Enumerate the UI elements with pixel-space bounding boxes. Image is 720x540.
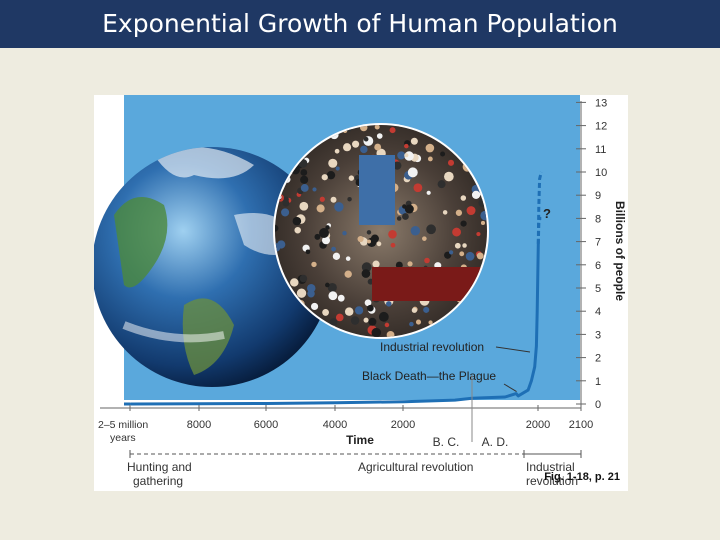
data-point — [530, 380, 533, 382]
y-tick-label: 3 — [595, 329, 601, 341]
y-tick-label: 5 — [595, 283, 601, 295]
y-tick-label: 9 — [595, 190, 601, 202]
x-axis-label: Time — [346, 433, 374, 447]
annotation-leader — [503, 383, 517, 392]
figure-panel: ? Industrial revolution Black Death—the P… — [94, 95, 628, 491]
data-point — [504, 396, 506, 398]
era-label: Hunting and — [127, 460, 192, 474]
data-point — [535, 345, 538, 347]
y-tick-label: 8 — [595, 213, 601, 225]
projection-label: ? — [543, 206, 551, 221]
ad-label: A. D. — [482, 435, 509, 449]
x-tick-label: 6000 — [254, 419, 278, 431]
crowd-photo-image — [273, 123, 489, 339]
x-tick-label: 2000 — [391, 419, 415, 431]
x-tick-label: 2–5 million — [98, 419, 148, 431]
era-label: revolution — [526, 474, 578, 488]
data-point — [334, 402, 337, 404]
data-point — [266, 402, 269, 405]
data-point — [536, 310, 538, 312]
projection-lower-line — [536, 216, 542, 244]
y-axis-label: Billions of people — [613, 201, 627, 301]
annotation-label: Industrial revolution — [380, 340, 484, 354]
data-point — [527, 389, 529, 391]
era-label: Industrial — [526, 460, 575, 474]
y-tick-label: 0 — [595, 399, 601, 411]
x-tick-label: 2100 — [569, 419, 593, 431]
y-tick-label: 13 — [595, 97, 607, 109]
x-tick-label: 8000 — [187, 419, 211, 431]
data-point — [454, 399, 456, 401]
bc-label: B. C. — [433, 435, 460, 449]
y-tick-label: 7 — [595, 237, 601, 249]
annotation-label: Black Death—the Plague — [362, 369, 496, 383]
x-tick-label: 2000 — [526, 419, 550, 431]
y-tick-label: 11 — [595, 144, 606, 156]
title-bar: Exponential Growth of Human Population — [0, 0, 720, 48]
data-point — [198, 402, 200, 405]
data-point — [533, 366, 536, 368]
y-tick-label: 12 — [595, 121, 607, 133]
data-point — [402, 400, 405, 403]
y-tick-label: 1 — [595, 376, 601, 388]
x-tick-label: years — [110, 432, 136, 444]
data-point — [537, 261, 539, 264]
annotation-leader — [495, 346, 531, 353]
population-chart: ? Industrial revolution Black Death—the P… — [94, 95, 627, 488]
data-point — [517, 395, 519, 397]
data-point — [129, 403, 132, 405]
y-tick-label: 10 — [595, 167, 607, 179]
slide-title: Exponential Growth of Human Population — [102, 9, 618, 38]
data-point — [515, 392, 518, 395]
x-tick-label: 4000 — [323, 419, 347, 431]
era-label: Agricultural revolution — [358, 460, 473, 474]
y-tick-label: 6 — [595, 260, 601, 272]
y-tick-label: 4 — [595, 306, 601, 318]
era-label: gathering — [133, 474, 183, 488]
figure-caption: Fig. 1-18, p. 21 — [544, 471, 620, 483]
y-tick-label: 2 — [595, 353, 601, 365]
